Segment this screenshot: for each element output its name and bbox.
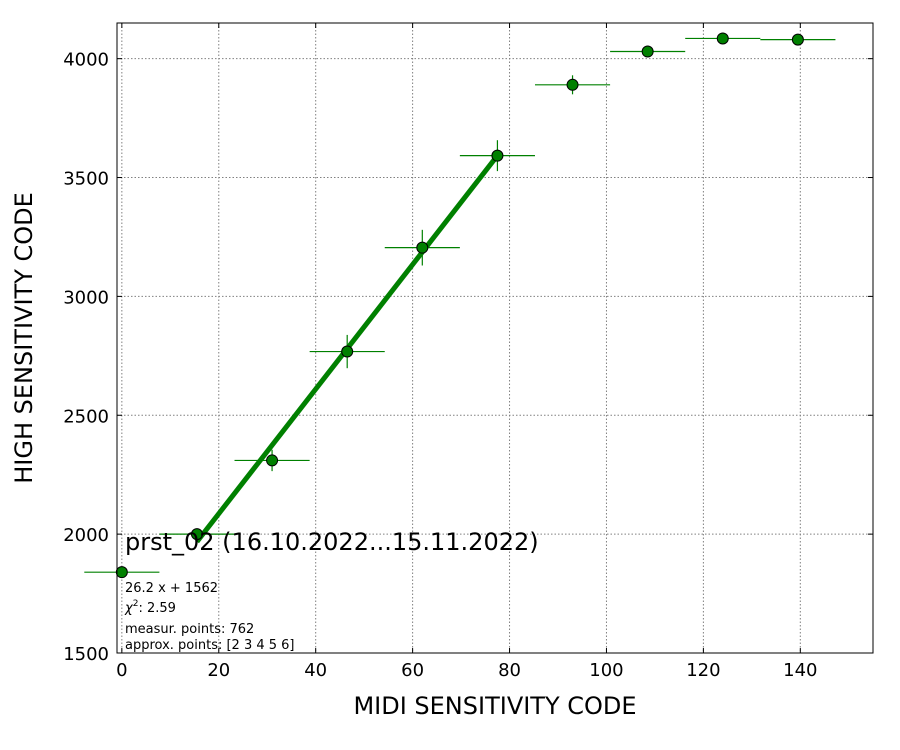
ticks: 0 20 40 60 80 100 120 140 1500 2000 2500 3000 3500 40… [63, 23, 873, 681]
data-point [266, 454, 279, 467]
chart-title: prst_02 (16.10.2022...15.11.2022) [125, 528, 539, 556]
x-tick-label: 80 [498, 660, 521, 681]
approx-points: approx. points: [2 3 4 5 6] [125, 638, 295, 653]
fit-equation: 26.2 x + 1562 [125, 581, 218, 596]
y-tick-label: 2500 [63, 406, 109, 427]
chi-squared: χ2: 2.59 [124, 599, 176, 616]
data-point-group [384, 229, 460, 266]
data-point [491, 149, 504, 162]
data-point [190, 528, 203, 541]
x-tick-label: 120 [686, 660, 720, 681]
y-tick-label: 1500 [63, 644, 109, 665]
data-point [341, 345, 354, 358]
measurement-points: measur. points: 762 [125, 622, 254, 637]
chi-squared-value: 2.59 [147, 601, 176, 616]
data-point [416, 241, 429, 254]
data-point [115, 566, 128, 579]
data-point-group [234, 449, 310, 472]
data-point [566, 78, 579, 91]
x-tick-label: 140 [783, 660, 817, 681]
y-tick-label: 3000 [63, 287, 109, 308]
data-point-group [84, 566, 160, 579]
y-axis-label: HIGH SENSITIVITY CODE [10, 192, 38, 484]
x-tick-label: 100 [589, 660, 623, 681]
data-point-group [309, 334, 385, 369]
data-point-group [459, 140, 535, 172]
data-point-group [534, 75, 611, 95]
points-layer [84, 32, 836, 579]
data-point-group [685, 32, 761, 45]
data-point-group [610, 45, 686, 58]
x-axis-label: MIDI SENSITIVITY CODE [353, 692, 636, 720]
data-point [641, 45, 654, 58]
data-point [716, 32, 729, 45]
y-tick-label: 4000 [63, 50, 109, 71]
data-point [791, 33, 804, 46]
y-tick-label: 2000 [63, 525, 109, 546]
x-tick-label: 0 [116, 660, 127, 681]
y-tick-label: 3500 [63, 169, 109, 190]
data-point-group [760, 33, 836, 46]
data-point-group [159, 528, 235, 541]
plot-frame [116, 22, 874, 654]
x-tick-label: 60 [401, 660, 424, 681]
x-tick-label: 40 [304, 660, 327, 681]
x-tick-label: 20 [207, 660, 230, 681]
